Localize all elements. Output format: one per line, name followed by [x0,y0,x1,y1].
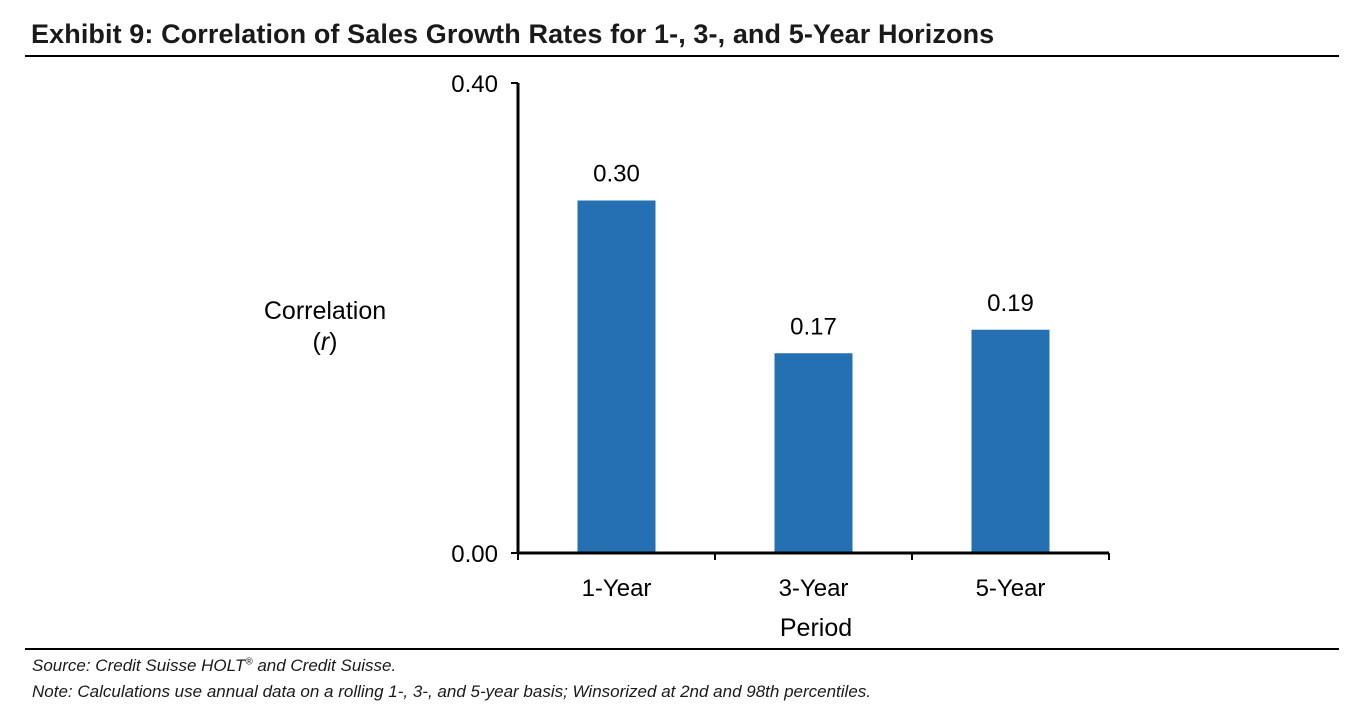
data-label: 0.17 [790,313,837,340]
x-tick-label: 5-Year [976,575,1046,602]
chart-title: Exhibit 9: Correlation of Sales Growth R… [31,19,995,49]
bar [971,329,1050,553]
source-suffix: and Credit Suisse. [252,656,397,675]
y-axis-label: Correlation (r) [240,296,410,358]
y-axis-symbol: r [320,328,330,356]
y-axis-label-text: Correlation [263,297,387,325]
y-tick-label: 0.00 [451,541,498,568]
data-label: 0.19 [987,290,1034,317]
calculation-note: Note: Calculations use annual data on a … [32,682,872,701]
title-divider [25,55,1339,57]
x-tick-label: 1-Year [582,575,652,602]
source-prefix: Source: Credit Suisse HOLT [32,656,246,675]
data-label: 0.30 [593,161,640,188]
x-tick-label: 3-Year [779,575,849,602]
y-axis-label-symbol: (r) [312,328,338,356]
y-tick-label: 0.40 [451,71,498,98]
source-note: Source: Credit Suisse HOLT® and Credit S… [32,656,396,676]
bar [774,353,853,553]
footer-divider [25,648,1339,650]
x-axis-label: Period [779,614,853,642]
bar [577,200,656,553]
registered-mark: ® [245,656,253,668]
